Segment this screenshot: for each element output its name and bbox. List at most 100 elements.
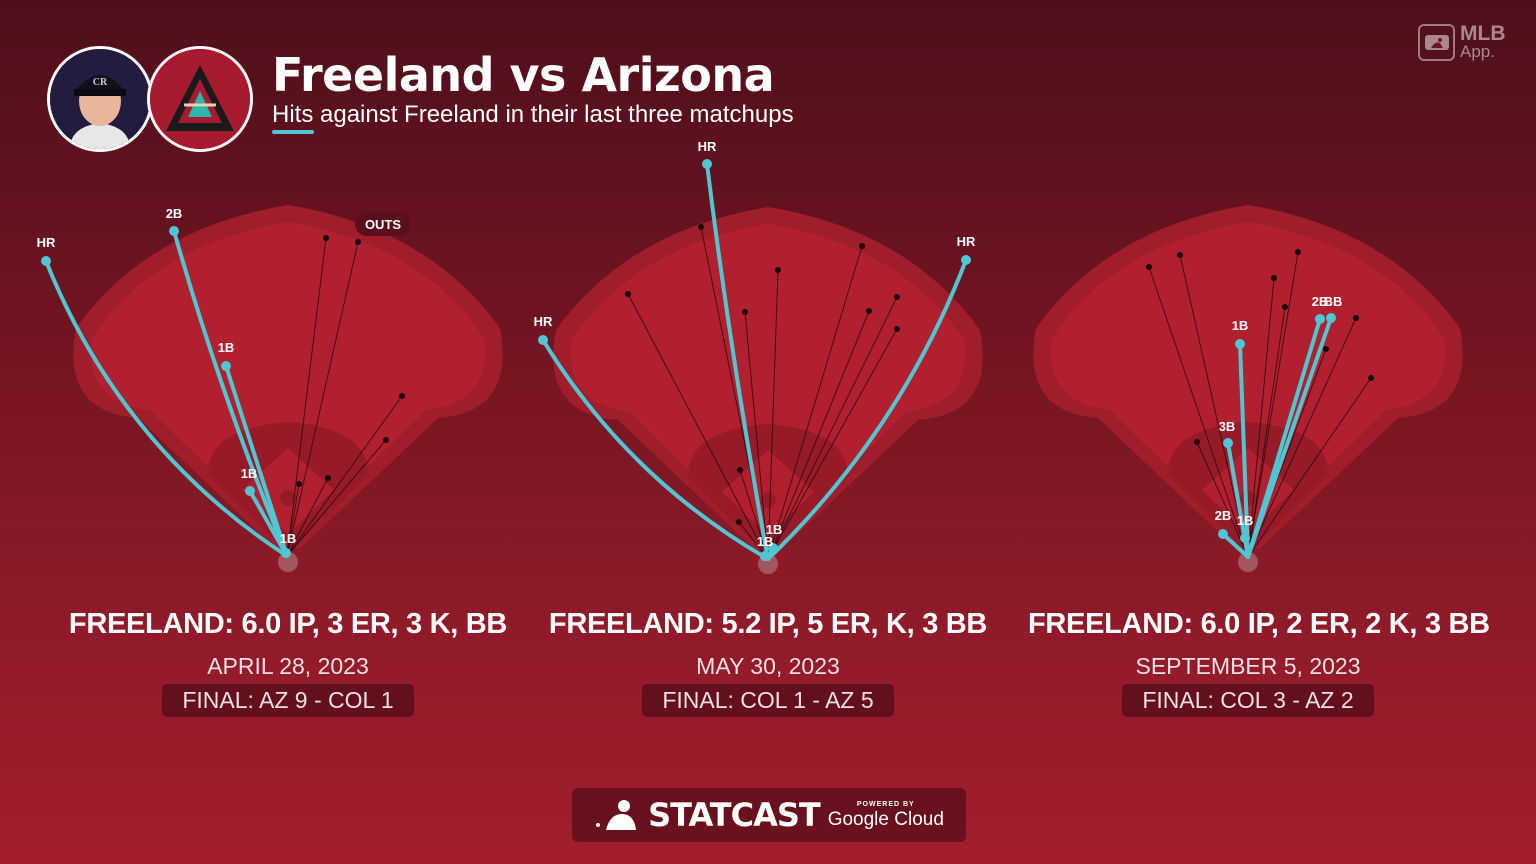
out-dot (1353, 315, 1359, 321)
hit-line (1238, 342, 1250, 559)
hit-label: 1B (766, 522, 783, 537)
hit-label: BB (1324, 294, 1343, 309)
out-line (1247, 277, 1275, 558)
svg-text:CR: CR (93, 77, 108, 88)
hit-dot (1218, 529, 1228, 539)
google-cloud-badge: POWERED BY Google Cloud (828, 801, 944, 829)
hit-dot (169, 226, 179, 236)
out-dot (323, 235, 329, 241)
google-cloud-label: Google Cloud (827, 809, 944, 830)
out-line (767, 245, 863, 560)
out-line (767, 269, 779, 560)
out-line (1148, 266, 1249, 558)
hit-label: HR (957, 234, 976, 249)
hit-line (172, 229, 289, 558)
out-dot (698, 224, 704, 230)
out-line (286, 395, 403, 557)
hit-label: 2B (1215, 508, 1232, 523)
out-line (767, 296, 898, 560)
hit-line (705, 162, 770, 561)
hit-dot (1315, 314, 1325, 324)
game-1-summary: FREELAND: 6.0 IP, 3 ER, 3 K, BB APRIL 28… (68, 608, 508, 717)
game-2-final: FINAL: COL 1 - AZ 5 (642, 684, 894, 717)
out-dot (1282, 304, 1288, 310)
hit-line (766, 258, 968, 561)
game-3-summary: FREELAND: 6.0 IP, 2 ER, 2 K, 3 BB SEPTEM… (1028, 608, 1490, 717)
page-subtitle: Hits against Freeland in their last thre… (272, 101, 794, 128)
out-dot (399, 393, 405, 399)
out-line (1247, 317, 1357, 558)
hit-dot (41, 256, 51, 266)
out-line (1247, 251, 1299, 558)
hit-label: HR (37, 235, 56, 250)
out-dot (296, 481, 302, 487)
statcast-footer: STATCAST POWERED BY Google Cloud (572, 788, 966, 842)
hit-dot (768, 543, 778, 553)
hit-dot (1223, 438, 1233, 448)
game-3-date: SEPTEMBER 5, 2023 (1135, 653, 1361, 679)
out-line (1196, 441, 1249, 558)
out-dot (383, 437, 389, 443)
out-dot (1295, 249, 1301, 255)
out-line (286, 477, 329, 557)
hit-label: 3B (1219, 419, 1236, 434)
hit-dot (538, 335, 548, 345)
hit-label: 1B (1237, 513, 1254, 528)
out-line (744, 311, 769, 560)
out-line (1247, 377, 1372, 558)
hit-dot (1240, 533, 1250, 543)
hit-dot (245, 486, 255, 496)
out-dot (894, 294, 900, 300)
hit-dot (281, 548, 291, 558)
game-3-final: FINAL: COL 3 - AZ 2 (1122, 684, 1374, 717)
game-2-date: MAY 30, 2023 (696, 653, 840, 679)
out-line (286, 237, 327, 557)
out-line (767, 310, 870, 560)
hit-dot (760, 551, 770, 561)
hit-line (1246, 316, 1333, 559)
hit-lines (41, 159, 1336, 561)
hit-label: HR (698, 139, 717, 154)
out-dot (859, 243, 865, 249)
out-dot (1323, 346, 1329, 352)
outs-label: OUTS (365, 217, 401, 232)
hit-label: 1B (218, 340, 235, 355)
out-dot (325, 475, 331, 481)
hit-line (224, 364, 289, 558)
hit-dot (702, 159, 712, 169)
out-line (627, 293, 769, 560)
out-line (1247, 306, 1286, 558)
out-dot (736, 519, 742, 525)
game-3-line: FREELAND: 6.0 IP, 2 ER, 2 K, 3 BB (1028, 608, 1490, 640)
field-may (553, 207, 983, 574)
hit-label: 2B (166, 206, 183, 221)
hit-dot (961, 255, 971, 265)
out-dot (866, 308, 872, 314)
out-dot (1177, 252, 1183, 258)
hit-dot (1235, 339, 1245, 349)
mlb-app-badge: MLB App. (1418, 21, 1506, 61)
out-dot (894, 326, 900, 332)
hit-line (541, 338, 770, 561)
out-line (767, 328, 898, 560)
out-dot (737, 467, 743, 473)
mlb-app-badge-bottom: App. (1460, 41, 1495, 61)
out-dot (625, 291, 631, 297)
outs-pill (355, 212, 411, 236)
hit-dot (221, 361, 231, 371)
mlb-app-badge-top: MLB (1460, 21, 1506, 45)
out-dot (742, 309, 748, 315)
out-line (286, 483, 300, 557)
out-line (286, 439, 387, 557)
diamondbacks-logo (147, 46, 253, 152)
game-1-line: FREELAND: 6.0 IP, 3 ER, 3 K, BB (68, 608, 508, 640)
out-dot (1271, 275, 1277, 281)
mlb-app-logo (1418, 24, 1455, 61)
game-1-date: APRIL 28, 2023 (207, 653, 369, 679)
out-dot (1194, 439, 1200, 445)
out-dot (355, 239, 361, 245)
statcast-logo (596, 800, 637, 830)
game-2-line: FREELAND: 5.2 IP, 5 ER, K, 3 BB (548, 608, 988, 640)
out-dot (1146, 264, 1152, 270)
